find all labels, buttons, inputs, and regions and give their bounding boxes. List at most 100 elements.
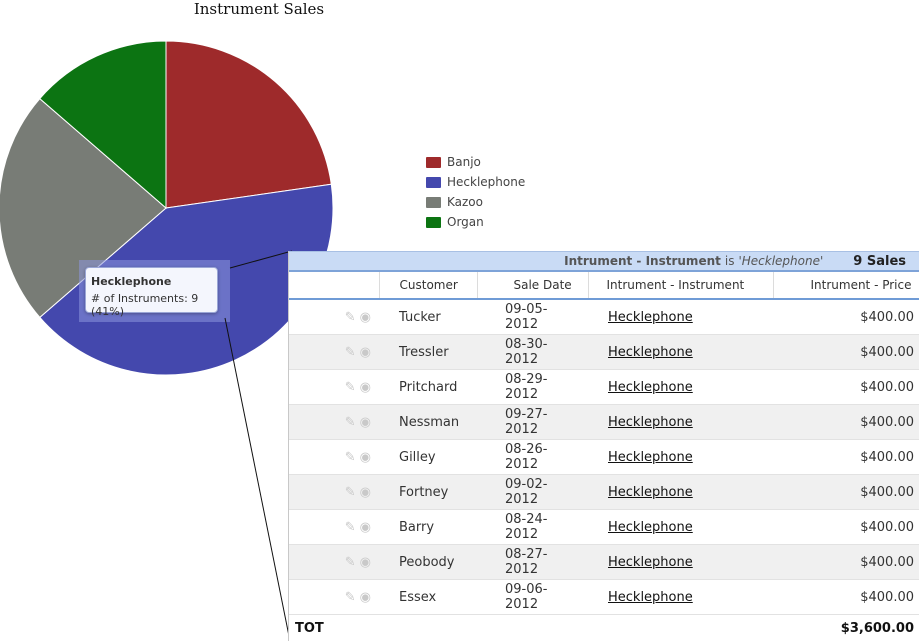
table-row: ✎ ◉ Barry 08-24-2012 Hecklephone $400.00 bbox=[289, 509, 919, 545]
column-header-instrument[interactable]: Intrument - Instrument bbox=[588, 272, 774, 300]
row-actions: ✎ ◉ bbox=[289, 509, 379, 545]
cell-price: $400.00 bbox=[773, 334, 919, 370]
pencil-icon[interactable]: ✎ bbox=[344, 414, 356, 430]
cell-sale-date: 09-05-2012 bbox=[477, 299, 588, 335]
row-actions: ✎ ◉ bbox=[289, 474, 379, 510]
eye-icon[interactable]: ◉ bbox=[359, 309, 371, 325]
instrument-link[interactable]: Hecklephone bbox=[608, 449, 693, 465]
eye-icon[interactable]: ◉ bbox=[359, 379, 371, 395]
row-actions: ✎ ◉ bbox=[289, 544, 379, 580]
cell-customer: Barry bbox=[379, 509, 477, 545]
instrument-link[interactable]: Hecklephone bbox=[608, 414, 693, 430]
cell-instrument: Hecklephone bbox=[588, 334, 773, 370]
instrument-link[interactable]: Hecklephone bbox=[608, 344, 693, 360]
eye-icon[interactable]: ◉ bbox=[359, 449, 371, 465]
pencil-icon[interactable]: ✎ bbox=[344, 589, 356, 605]
instrument-link[interactable]: Hecklephone bbox=[608, 589, 693, 605]
row-actions: ✎ ◉ bbox=[289, 369, 379, 405]
cell-customer: Tressler bbox=[379, 334, 477, 370]
cell-sale-date: 09-27-2012 bbox=[477, 404, 588, 440]
table-header-row: Customer Sale Date Intrument - Instrumen… bbox=[289, 272, 919, 300]
table-row: ✎ ◉ Nessman 09-27-2012 Hecklephone $400.00 bbox=[289, 404, 919, 440]
legend-item-kazoo[interactable]: Kazoo bbox=[426, 192, 525, 212]
drilldown-report: Intrument - Instrument is 'Hecklephone' … bbox=[288, 251, 919, 641]
group-operator: is bbox=[724, 254, 735, 268]
cell-price: $400.00 bbox=[773, 299, 919, 335]
legend-label: Kazoo bbox=[447, 195, 483, 209]
cell-customer: Essex bbox=[379, 579, 477, 615]
table-row: ✎ ◉ Tucker 09-05-2012 Hecklephone $400.00 bbox=[289, 299, 919, 335]
row-actions: ✎ ◉ bbox=[289, 334, 379, 370]
row-actions: ✎ ◉ bbox=[289, 404, 379, 440]
pencil-icon[interactable]: ✎ bbox=[344, 309, 356, 325]
cell-sale-date: 09-02-2012 bbox=[477, 474, 588, 510]
cell-customer: Pritchard bbox=[379, 369, 477, 405]
cell-instrument: Hecklephone bbox=[588, 369, 773, 405]
column-header-actions bbox=[289, 272, 380, 300]
eye-icon[interactable]: ◉ bbox=[359, 589, 371, 605]
cell-sale-date: 08-24-2012 bbox=[477, 509, 588, 545]
pencil-icon[interactable]: ✎ bbox=[344, 554, 356, 570]
column-header-sale-date[interactable]: Sale Date bbox=[477, 272, 589, 300]
table-row: ✎ ◉ Essex 09-06-2012 Hecklephone $400.00 bbox=[289, 579, 919, 615]
cell-price: $400.00 bbox=[773, 509, 919, 545]
column-header-price[interactable]: Intrument - Price bbox=[773, 272, 919, 300]
column-header-customer[interactable]: Customer bbox=[379, 272, 478, 300]
chart-legend: Banjo Hecklephone Kazoo Organ bbox=[426, 152, 525, 232]
total-label: TOT bbox=[289, 614, 379, 641]
instrument-link[interactable]: Hecklephone bbox=[608, 379, 693, 395]
instrument-link[interactable]: Hecklephone bbox=[608, 484, 693, 500]
legend-swatch bbox=[426, 216, 441, 228]
cell-customer: Tucker bbox=[379, 299, 477, 335]
eye-icon[interactable]: ◉ bbox=[359, 414, 371, 430]
group-field: Intrument - Instrument bbox=[564, 254, 721, 268]
pie-slice-kazoo[interactable] bbox=[0, 97, 167, 319]
legend-item-hecklephone[interactable]: Hecklephone bbox=[426, 172, 525, 192]
cell-customer: Nessman bbox=[379, 404, 477, 440]
eye-icon[interactable]: ◉ bbox=[359, 519, 371, 535]
sales-table: Customer Sale Date Intrument - Instrumen… bbox=[289, 272, 919, 641]
instrument-link[interactable]: Hecklephone bbox=[608, 309, 693, 325]
table-row: ✎ ◉ Tressler 08-30-2012 Hecklephone $400.00 bbox=[289, 334, 919, 370]
tooltip-title: Hecklephone bbox=[91, 275, 172, 288]
cell-customer: Fortney bbox=[379, 474, 477, 510]
cell-customer: Peobody bbox=[379, 544, 477, 580]
cell-sale-date: 08-27-2012 bbox=[477, 544, 588, 580]
legend-swatch bbox=[426, 156, 441, 168]
eye-icon[interactable]: ◉ bbox=[359, 484, 371, 500]
tooltip-text: # of Instruments: 9 (41%) bbox=[91, 292, 199, 318]
table-total-row: TOT $3,600.00 bbox=[289, 614, 919, 641]
pencil-icon[interactable]: ✎ bbox=[344, 344, 356, 360]
table-row: ✎ ◉ Peobody 08-27-2012 Hecklephone $400.00 bbox=[289, 544, 919, 580]
cell-instrument: Hecklephone bbox=[588, 299, 773, 335]
cell-instrument: Hecklephone bbox=[588, 474, 773, 510]
pencil-icon[interactable]: ✎ bbox=[344, 379, 356, 395]
cell-price: $400.00 bbox=[773, 579, 919, 615]
cell-price: $400.00 bbox=[773, 544, 919, 580]
legend-label: Organ bbox=[447, 215, 484, 229]
pie-slice-banjo[interactable] bbox=[165, 40, 332, 209]
cell-instrument: Hecklephone bbox=[588, 544, 773, 580]
pencil-icon[interactable]: ✎ bbox=[344, 484, 356, 500]
cell-instrument: Hecklephone bbox=[588, 439, 773, 475]
group-header-bar: Intrument - Instrument is 'Hecklephone' … bbox=[289, 251, 919, 272]
legend-swatch bbox=[426, 196, 441, 208]
eye-icon[interactable]: ◉ bbox=[359, 554, 371, 570]
pencil-icon[interactable]: ✎ bbox=[344, 449, 356, 465]
table-row: ✎ ◉ Fortney 09-02-2012 Hecklephone $400.00 bbox=[289, 474, 919, 510]
legend-item-banjo[interactable]: Banjo bbox=[426, 152, 525, 172]
legend-label: Hecklephone bbox=[447, 175, 526, 189]
instrument-link[interactable]: Hecklephone bbox=[608, 554, 693, 570]
table-row: ✎ ◉ Gilley 08-26-2012 Hecklephone $400.00 bbox=[289, 439, 919, 475]
legend-item-organ[interactable]: Organ bbox=[426, 212, 525, 232]
cell-customer: Gilley bbox=[379, 439, 477, 475]
chart-title: Instrument Sales bbox=[193, 0, 325, 18]
table-row: ✎ ◉ Pritchard 08-29-2012 Hecklephone $400.00 bbox=[289, 369, 919, 405]
pencil-icon[interactable]: ✎ bbox=[344, 519, 356, 535]
row-actions: ✎ ◉ bbox=[289, 439, 379, 475]
instrument-link[interactable]: Hecklephone bbox=[608, 519, 693, 535]
eye-icon[interactable]: ◉ bbox=[359, 344, 371, 360]
legend-label: Banjo bbox=[447, 155, 481, 169]
cell-price: $400.00 bbox=[773, 439, 919, 475]
pie-slice-organ[interactable] bbox=[39, 40, 167, 210]
